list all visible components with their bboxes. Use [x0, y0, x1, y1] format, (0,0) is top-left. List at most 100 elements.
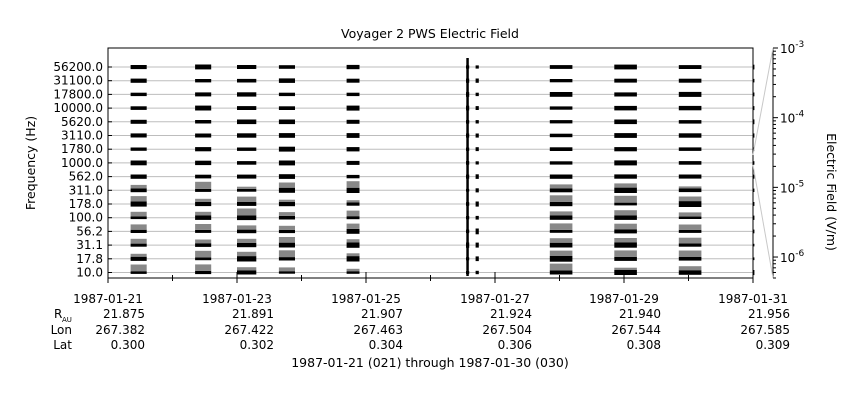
colorbar-tick-exponent: -6 — [795, 249, 804, 259]
data-block — [130, 78, 147, 83]
data-block — [475, 242, 479, 248]
data-block — [195, 202, 212, 207]
spectrogram-data — [130, 58, 755, 276]
data-block — [346, 78, 360, 83]
data-block-shade — [549, 223, 573, 230]
frequency-axis: 56200.031100.017800.010000.05620.03110.0… — [53, 60, 112, 280]
data-block — [475, 174, 479, 179]
data-block — [475, 147, 479, 152]
ephemeris-value: 21.956 — [748, 307, 790, 321]
data-block — [346, 228, 360, 234]
data-block — [614, 202, 637, 206]
colorbar-tick-exponent: -4 — [795, 110, 804, 120]
data-block-shade — [678, 212, 702, 217]
data-block — [237, 65, 257, 69]
data-block — [678, 229, 702, 233]
ephemeris-value: 267.422 — [224, 323, 274, 337]
data-block — [753, 64, 755, 70]
data-block — [237, 243, 257, 248]
data-block-shade — [195, 181, 212, 189]
data-block — [678, 216, 702, 219]
data-block — [549, 147, 573, 151]
data-block — [753, 119, 755, 125]
data-block — [346, 202, 360, 206]
ephemeris-row-label: Lon — [51, 323, 72, 337]
data-block — [549, 215, 573, 220]
data-block — [549, 229, 573, 233]
ephemeris-value: 267.544 — [611, 323, 661, 337]
data-block-shade — [346, 210, 360, 217]
data-block — [346, 133, 360, 138]
y-tick-label: 10.0 — [76, 266, 103, 280]
data-block — [614, 270, 637, 275]
data-block — [753, 229, 755, 234]
date-axis: 1987-01-21 1987-01-23 1987-01-25 1987-01-27… — [73, 272, 788, 306]
data-block-shade — [278, 182, 295, 188]
data-block — [475, 120, 479, 124]
ephemeris-value: 267.463 — [353, 323, 403, 337]
y-tick-label: 311.0 — [69, 183, 103, 197]
data-block-shade — [346, 181, 360, 188]
y-tick-label: 3110.0 — [61, 129, 103, 143]
ephemeris-value: 267.504 — [482, 323, 532, 337]
data-block — [346, 92, 360, 97]
data-block — [549, 106, 573, 110]
data-block-shade — [549, 238, 573, 243]
y-tick-label: 31.1 — [76, 238, 103, 252]
data-block — [130, 188, 147, 193]
frequency-gridlines — [108, 66, 753, 273]
data-block — [195, 215, 212, 220]
data-block — [753, 270, 755, 276]
data-block-shade — [195, 264, 212, 271]
data-block — [549, 270, 573, 275]
data-block-shade — [614, 210, 637, 216]
data-block — [549, 79, 573, 83]
data-block — [678, 201, 702, 207]
data-block — [130, 92, 147, 97]
data-block — [614, 174, 637, 179]
data-block — [614, 147, 637, 152]
ephemeris-value: 0.309 — [756, 338, 790, 352]
data-block-shade — [678, 196, 702, 202]
data-block-shade — [614, 250, 637, 257]
data-block — [549, 120, 573, 124]
data-block — [753, 92, 755, 97]
data-block — [278, 92, 295, 97]
data-block — [195, 243, 212, 247]
data-block — [678, 65, 702, 69]
data-block — [753, 161, 755, 165]
data-block — [346, 147, 360, 152]
data-block — [237, 174, 257, 179]
data-block — [753, 202, 755, 206]
data-block — [278, 160, 295, 166]
data-block-shade — [678, 186, 702, 189]
data-block — [130, 106, 147, 110]
data-block — [475, 256, 479, 262]
data-block — [195, 79, 212, 83]
ephemeris-value: 21.940 — [619, 307, 661, 321]
data-block-shade — [195, 239, 212, 244]
data-block — [678, 243, 702, 247]
data-block — [237, 106, 257, 110]
data-block — [614, 119, 637, 125]
data-block — [195, 229, 212, 233]
data-block — [678, 133, 702, 138]
data-block — [346, 242, 360, 248]
ephemeris-value: 0.300 — [111, 338, 145, 352]
x-tick-label: 1987-01-25 — [331, 292, 401, 306]
data-block — [237, 133, 257, 138]
data-block-shade — [549, 263, 573, 271]
data-block — [753, 243, 755, 247]
data-block — [278, 201, 295, 207]
data-block — [346, 256, 360, 262]
data-block — [614, 160, 637, 166]
data-block-shade — [346, 200, 360, 203]
y-tick-label: 178.0 — [69, 197, 103, 211]
y-tick-label: 1000.0 — [61, 156, 103, 170]
data-block — [678, 174, 702, 179]
data-block — [549, 256, 573, 262]
data-block — [614, 78, 637, 83]
data-block-shade — [549, 211, 573, 216]
data-block-shade — [614, 183, 637, 188]
data-block — [130, 271, 147, 274]
